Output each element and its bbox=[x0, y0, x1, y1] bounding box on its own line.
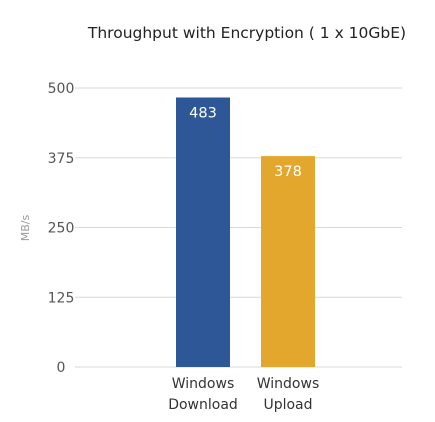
y-tick-label: 125 bbox=[48, 290, 75, 306]
bars bbox=[176, 97, 315, 368]
x-tick-label: Windows bbox=[172, 376, 235, 392]
x-tick-label: Download bbox=[168, 397, 238, 413]
data-label: 378 bbox=[274, 164, 302, 180]
x-tick-label: Windows bbox=[257, 376, 320, 392]
bar bbox=[176, 97, 230, 368]
y-axis-ticks: 0 125 250 375 500 bbox=[48, 81, 75, 376]
y-tick-label: 375 bbox=[48, 151, 75, 167]
x-tick-label: Upload bbox=[263, 397, 312, 413]
bar bbox=[261, 156, 315, 367]
y-tick-label: 250 bbox=[48, 221, 75, 237]
chart-title: Throughput with Encryption ( 1 x 10GbE) bbox=[87, 24, 406, 42]
data-labels: 483 378 bbox=[189, 105, 302, 180]
y-tick-label: 0 bbox=[57, 360, 66, 376]
gridlines bbox=[75, 87, 402, 368]
y-tick-label: 500 bbox=[48, 81, 75, 97]
data-label: 483 bbox=[189, 105, 217, 121]
x-axis-ticks: Windows Download Windows Upload bbox=[168, 376, 319, 413]
y-axis-label: MB/s bbox=[19, 214, 32, 241]
